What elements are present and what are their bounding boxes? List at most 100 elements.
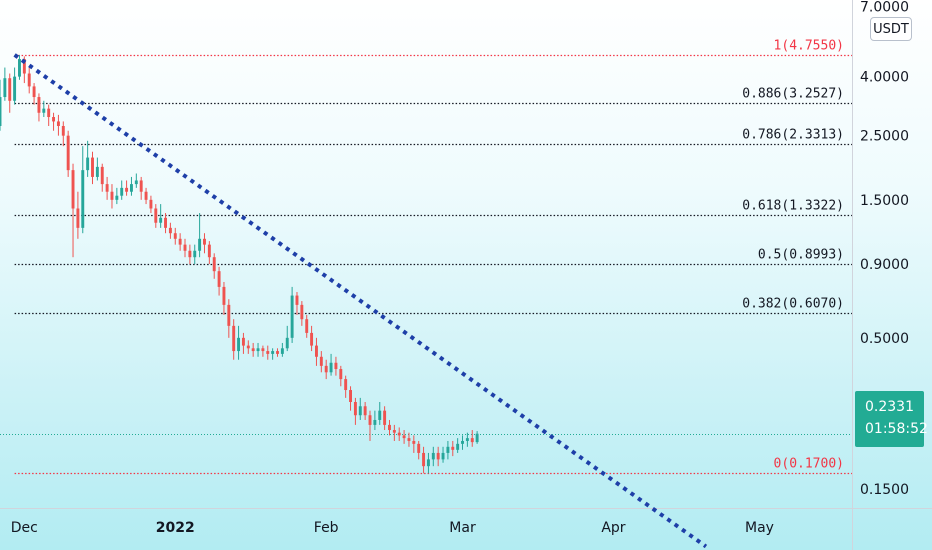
candle: [81, 146, 85, 234]
candle: [246, 340, 250, 354]
candle: [91, 151, 94, 185]
candle-body: [61, 125, 65, 136]
candle: [27, 67, 31, 94]
fib-level-label: 0.5(0.8993): [758, 248, 844, 263]
candle-body: [3, 78, 7, 98]
candle: [412, 435, 416, 453]
candle-body: [27, 73, 31, 87]
candle-body: [164, 217, 167, 228]
candle-body: [246, 345, 250, 349]
time-axis[interactable]: Dec 2022 Feb Mar Apr May: [11, 520, 774, 536]
candlestick-series: [0, 54, 479, 474]
candle-body: [397, 432, 401, 436]
candle-body: [217, 271, 221, 287]
candle: [344, 375, 348, 398]
candle-body: [76, 208, 80, 228]
candle-body: [237, 337, 241, 352]
candle: [76, 191, 80, 239]
candle-body: [266, 351, 270, 354]
candle: [47, 104, 51, 126]
candle-body: [81, 170, 85, 228]
candle-body: [305, 319, 309, 333]
candle-body: [95, 166, 99, 177]
candle-body: [373, 419, 377, 425]
candle-body: [42, 108, 46, 113]
candle: [397, 427, 401, 441]
candle-body: [461, 440, 464, 444]
candle: [144, 187, 148, 205]
candle: [134, 173, 138, 188]
candle-body: [154, 208, 158, 223]
candle: [353, 397, 357, 425]
candle-body: [324, 365, 328, 373]
candle: [71, 163, 75, 258]
candle: [266, 345, 270, 360]
candle-body: [251, 348, 255, 352]
candle-body: [159, 217, 163, 223]
candle-body: [149, 199, 153, 209]
candle: [456, 438, 460, 453]
candle-body: [475, 433, 479, 443]
candle-body: [310, 332, 314, 346]
descending-trendline[interactable]: [13, 53, 708, 549]
candle: [241, 332, 245, 354]
candle: [66, 130, 70, 177]
candle-body: [451, 446, 455, 450]
candle: [426, 452, 430, 474]
candle-body: [353, 401, 357, 416]
candle: [100, 163, 104, 192]
candle: [314, 337, 318, 366]
price-tick-label: 0.5000: [860, 331, 909, 347]
fib-level-label: 0.618(1.3322): [742, 199, 844, 214]
candle: [451, 440, 455, 457]
candle-body: [144, 191, 148, 200]
trendline[interactable]: [13, 53, 708, 549]
candle-body: [470, 438, 474, 443]
candle-body: [222, 286, 226, 305]
candle-body: [436, 452, 440, 460]
currency-badge[interactable]: USDT: [870, 17, 912, 41]
candle-body: [168, 227, 172, 234]
candle: [168, 222, 172, 239]
candle-body: [456, 443, 460, 450]
candle: [319, 351, 323, 373]
fibonacci-levels[interactable]: 1(4.7550) 0.886(3.2527) 0.786(2.3313) 0.618…: [0, 39, 852, 475]
candle-body: [383, 410, 387, 425]
candle: [334, 356, 338, 376]
candle-body: [47, 108, 51, 118]
candle-body: [334, 362, 338, 370]
candle: [368, 410, 372, 441]
candle-body: [349, 390, 352, 402]
candle: [373, 410, 377, 431]
candle-body: [105, 184, 109, 192]
candle: [324, 359, 328, 380]
candle-body: [431, 452, 435, 460]
candle: [139, 176, 143, 200]
candle: [349, 386, 352, 411]
candle: [207, 241, 211, 264]
candle-body: [280, 348, 284, 354]
candle-body: [110, 191, 114, 200]
candle: [203, 233, 206, 254]
candle: [407, 432, 411, 447]
time-tick-label: 2022: [156, 520, 195, 536]
candle-body: [256, 348, 260, 352]
candle: [441, 446, 445, 463]
candle-body: [86, 157, 90, 171]
candle: [13, 67, 17, 105]
candle-body: [188, 250, 192, 258]
candle: [42, 100, 46, 118]
candle: [436, 446, 440, 467]
candle: [95, 157, 99, 181]
candle-body: [271, 351, 275, 354]
price-tick-label: 0.1500: [860, 482, 909, 498]
candle-body: [139, 180, 143, 192]
price-tick-label: 4.0000: [860, 70, 909, 86]
candle-body: [37, 97, 41, 113]
candle: [61, 121, 65, 147]
candle: [56, 114, 60, 136]
candle: [256, 342, 260, 357]
candle: [446, 440, 450, 460]
